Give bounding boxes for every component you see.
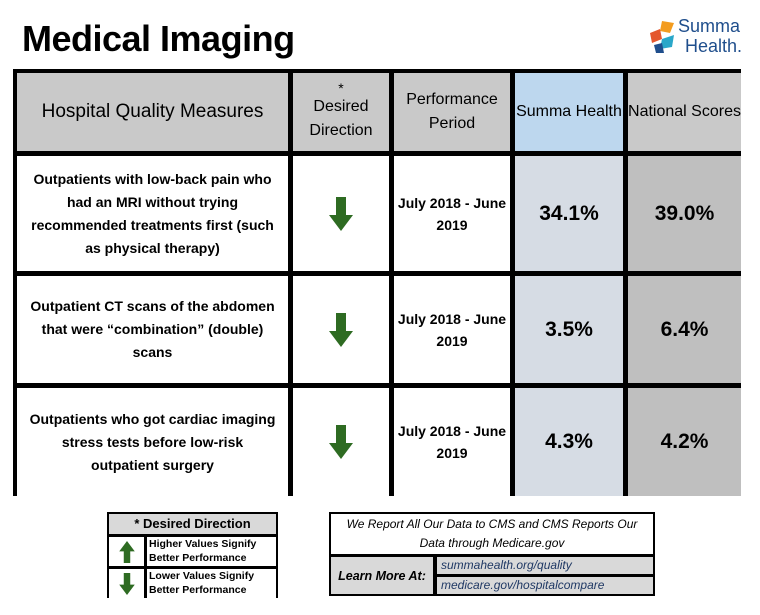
info-box: We Report All Our Data to CMS and CMS Re…	[329, 512, 655, 596]
down-arrow-icon	[293, 276, 389, 383]
summa-score: 3.5%	[515, 276, 623, 383]
summa-health-logo: Summa Health.	[648, 16, 753, 60]
summa-score: 4.3%	[515, 388, 623, 496]
measure-cell: Outpatients with low-back pain who had a…	[17, 156, 288, 271]
national-score: 6.4%	[628, 276, 741, 383]
quality-measures-table: Hospital Quality Measures * Desired Direc…	[13, 69, 741, 496]
logo-mark-icon	[650, 21, 674, 53]
hospital-compare-link[interactable]: medicare.gov/hospitalcompare	[437, 577, 653, 594]
header-measure: Hospital Quality Measures	[17, 73, 288, 151]
period-cell: July 2018 - June 2019	[394, 388, 510, 496]
national-score: 39.0%	[628, 156, 741, 271]
header-period: Performance Period	[394, 73, 510, 151]
direction-legend: * Desired Direction Higher Values Signif…	[107, 512, 278, 598]
cms-statement: We Report All Our Data to CMS and CMS Re…	[331, 514, 653, 554]
learn-more-label: Learn More At:	[331, 557, 433, 594]
header-direction: * Desired Direction	[293, 73, 389, 151]
header-national: National Scores	[628, 73, 741, 151]
page-title: Medical Imaging	[22, 18, 295, 59]
logo-text-1: Summa	[678, 16, 741, 36]
measure-cell: Outpatients who got cardiac imaging stre…	[17, 388, 288, 496]
period-cell: July 2018 - June 2019	[394, 276, 510, 383]
summa-score: 34.1%	[515, 156, 623, 271]
logo-text-2: Health.	[685, 36, 743, 56]
legend-higher: Higher Values Signify Better Performance	[147, 537, 276, 566]
national-score: 4.2%	[628, 388, 741, 496]
measure-cell: Outpatient CT scans of the abdomen that …	[17, 276, 288, 383]
down-arrow-icon	[109, 569, 144, 598]
header-star: *	[338, 80, 344, 96]
period-cell: July 2018 - June 2019	[394, 156, 510, 271]
down-arrow-icon	[293, 156, 389, 271]
up-arrow-icon	[109, 537, 144, 566]
header-summa: Summa Health	[515, 73, 623, 151]
summa-quality-link[interactable]: summahealth.org/quality	[437, 557, 653, 574]
legend-title: * Desired Direction	[109, 514, 276, 534]
legend-lower: Lower Values Signify Better Performance	[147, 569, 276, 598]
header-direction-label: Desired Direction	[309, 98, 373, 139]
down-arrow-icon	[293, 388, 389, 496]
